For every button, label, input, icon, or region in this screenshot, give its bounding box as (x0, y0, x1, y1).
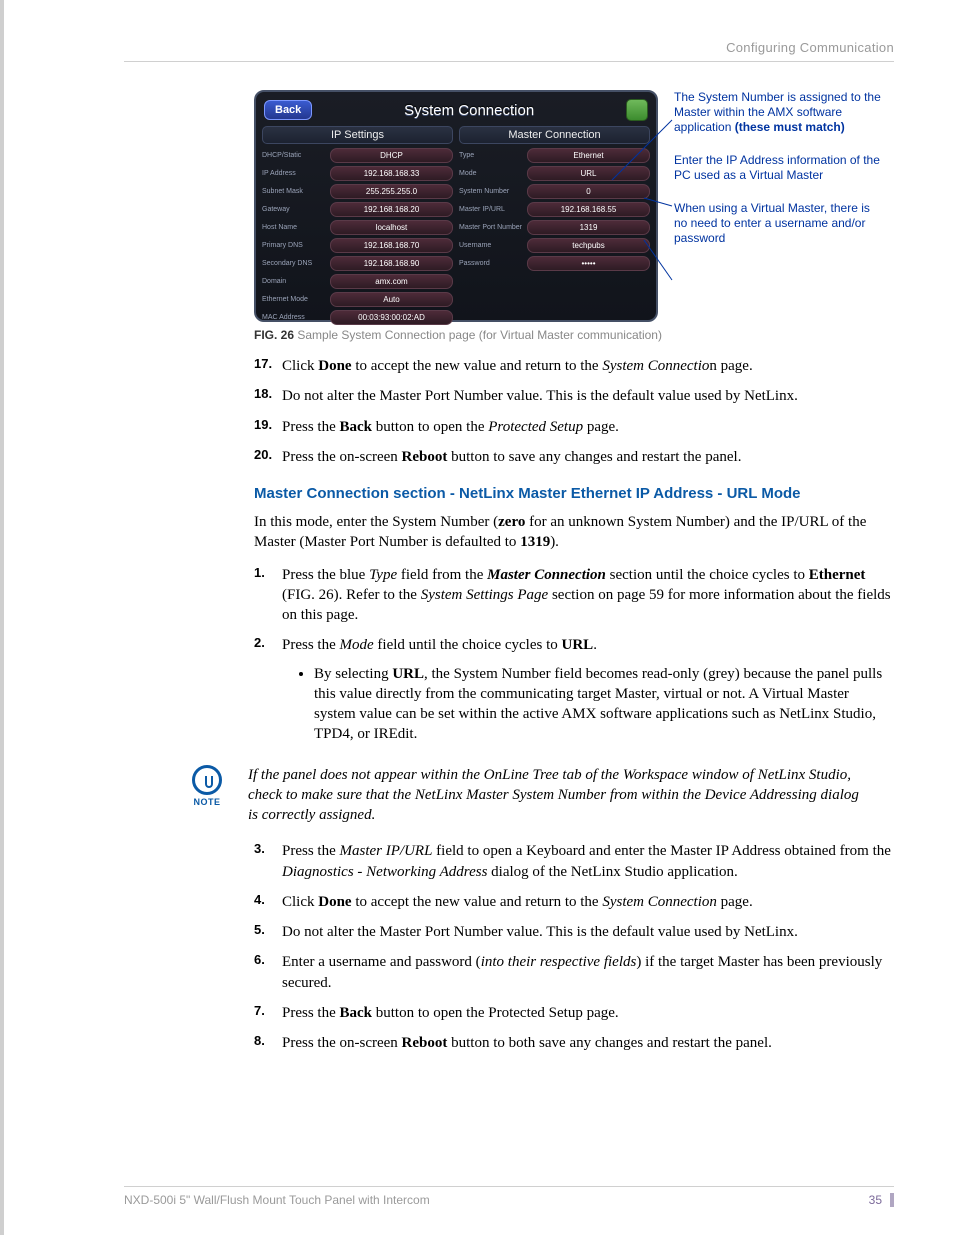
annotation-ip-address: Enter the IP Address information of the … (674, 153, 884, 183)
back-button[interactable]: Back (264, 100, 312, 120)
step-number: 5. (254, 922, 282, 942)
step-text: Press the Master IP/URL field to open a … (282, 841, 894, 882)
page: Configuring Communication Back System Co… (0, 0, 954, 1235)
step-number: 7. (254, 1003, 282, 1023)
step-number: 1. (254, 565, 282, 626)
figure-caption: FIG. 26 Sample System Connection page (f… (254, 328, 894, 342)
subnet-field[interactable]: 255.255.255.0 (330, 184, 453, 199)
step-number: 8. (254, 1033, 282, 1053)
footer-title: NXD-500i 5" Wall/Flush Mount Touch Panel… (124, 1193, 430, 1207)
ip-label: Host Name (262, 224, 326, 232)
ip-address-field[interactable]: 192.168.168.33 (330, 166, 453, 181)
step-text: Click Done to accept the new value and r… (282, 356, 894, 376)
figure-annotations: The System Number is assigned to the Mas… (674, 90, 884, 264)
note-block: NOTE If the panel does not appear within… (184, 765, 894, 826)
intro-paragraph: In this mode, enter the System Number (z… (254, 512, 894, 553)
step-text: Press the on-screen Reboot button to bot… (282, 1033, 894, 1053)
master-port-field[interactable]: 1319 (527, 220, 650, 235)
gateway-field[interactable]: 192.168.168.20 (330, 202, 453, 217)
sub-bullet: By selecting URL, the System Number fiel… (314, 664, 894, 745)
ip-label: Domain (262, 278, 326, 286)
step-number: 20. (254, 447, 282, 467)
ip-settings-header: IP Settings (262, 126, 453, 144)
system-connection-panel: Back System Connection IP Settings DHCP/… (254, 90, 658, 322)
running-header: Configuring Communication (124, 40, 894, 62)
domain-field[interactable]: amx.com (330, 274, 453, 289)
figure-26: Back System Connection IP Settings DHCP/… (254, 90, 894, 322)
master-connection-header: Master Connection (459, 126, 650, 144)
ethernet-mode-field[interactable]: Auto (330, 292, 453, 307)
page-number: 35 (869, 1193, 894, 1207)
mc-label: Mode (459, 170, 523, 178)
step-text: Press the Mode field until the choice cy… (282, 635, 894, 750)
ip-label: MAC Address (262, 314, 326, 322)
ip-label: Primary DNS (262, 242, 326, 250)
step-number: 17. (254, 356, 282, 376)
step-number: 2. (254, 635, 282, 750)
secondary-dns-field[interactable]: 192.168.168.90 (330, 256, 453, 271)
note-text: If the panel does not appear within the … (248, 765, 868, 826)
mc-label: Master Port Number (459, 224, 523, 232)
step-text: Press the Back button to open the Protec… (282, 1003, 894, 1023)
steps-1-2: 1. Press the blue Type field from the Ma… (254, 565, 894, 751)
step-number: 3. (254, 841, 282, 882)
step-number: 19. (254, 417, 282, 437)
primary-dns-field[interactable]: 192.168.168.70 (330, 238, 453, 253)
status-icon (626, 99, 648, 121)
annotation-system-number: The System Number is assigned to the Mas… (674, 90, 884, 135)
note-icon: NOTE (184, 765, 230, 807)
steps-17-20: 17. Click Done to accept the new value a… (254, 356, 894, 467)
section-heading: Master Connection section - NetLinx Mast… (254, 485, 894, 502)
system-number-field[interactable]: 0 (527, 184, 650, 199)
mac-address-field: 00:03:93:00:02:AD (330, 310, 453, 325)
ip-settings-column: IP Settings DHCP/Static DHCP IP Address 19… (262, 126, 453, 328)
mc-label: Username (459, 242, 523, 250)
annotation-virtual-master: When using a Virtual Master, there is no… (674, 201, 884, 246)
ip-label: IP Address (262, 170, 326, 178)
username-field[interactable]: techpubs (527, 238, 650, 253)
ip-label: Gateway (262, 206, 326, 214)
ip-label: DHCP/Static (262, 152, 326, 160)
mc-label: System Number (459, 188, 523, 196)
steps-3-8: 3. Press the Master IP/URL field to open… (254, 841, 894, 1053)
panel-title: System Connection (404, 102, 534, 119)
step-number: 6. (254, 952, 282, 993)
step-text: Do not alter the Master Port Number valu… (282, 386, 894, 406)
password-field[interactable]: ••••• (527, 256, 650, 271)
step-text: Enter a username and password (into thei… (282, 952, 894, 993)
master-connection-column: Master Connection Type Ethernet Mode URL S… (459, 126, 650, 328)
step-text: Do not alter the Master Port Number valu… (282, 922, 894, 942)
step-text: Press the on-screen Reboot button to sav… (282, 447, 894, 467)
dhcp-field[interactable]: DHCP (330, 148, 453, 163)
ip-label: Ethernet Mode (262, 296, 326, 304)
step-text: Press the blue Type field from the Maste… (282, 565, 894, 626)
step-number: 18. (254, 386, 282, 406)
mode-field[interactable]: URL (527, 166, 650, 181)
ip-label: Secondary DNS (262, 260, 326, 268)
mc-label: Master IP/URL (459, 206, 523, 214)
master-ip-field[interactable]: 192.168.168.55 (527, 202, 650, 217)
step-text: Click Done to accept the new value and r… (282, 892, 894, 912)
page-footer: NXD-500i 5" Wall/Flush Mount Touch Panel… (124, 1186, 894, 1207)
mc-label: Password (459, 260, 523, 268)
step-text: Press the Back button to open the Protec… (282, 417, 894, 437)
step-number: 4. (254, 892, 282, 912)
hostname-field[interactable]: localhost (330, 220, 453, 235)
type-field[interactable]: Ethernet (527, 148, 650, 163)
mc-label: Type (459, 152, 523, 160)
ip-label: Subnet Mask (262, 188, 326, 196)
